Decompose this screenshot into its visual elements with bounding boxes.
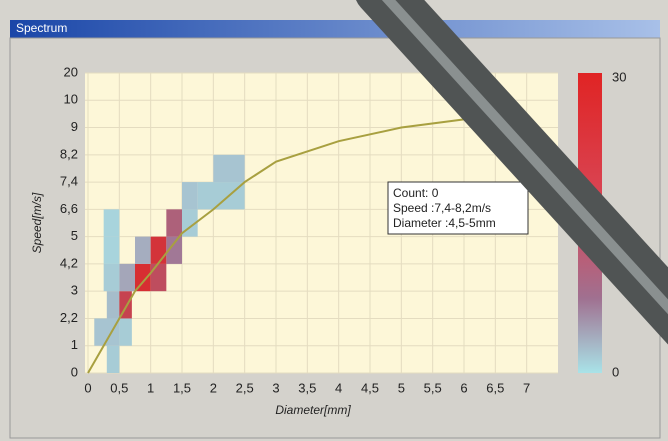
colorbar-max: 30 bbox=[612, 69, 626, 84]
y-tick-label: 4,2 bbox=[60, 255, 78, 270]
x-tick-label: 3,5 bbox=[298, 380, 316, 395]
y-tick-label: 7,4 bbox=[60, 174, 78, 189]
x-tick-label: 5,5 bbox=[424, 380, 442, 395]
pen-overlay bbox=[356, 0, 668, 345]
x-tick-label: 3 bbox=[272, 380, 279, 395]
pen-highlight bbox=[381, 0, 668, 315]
heat-cell bbox=[135, 236, 151, 264]
x-tick-label: 0,5 bbox=[110, 380, 128, 395]
x-tick-label: 1,5 bbox=[173, 380, 191, 395]
y-axis-label: Speed[m/s] bbox=[30, 192, 44, 253]
title-bar bbox=[10, 20, 660, 38]
tooltip-line: Count: 0 bbox=[393, 186, 439, 200]
y-tick-label: 2,2 bbox=[60, 310, 78, 325]
heat-cell bbox=[103, 263, 120, 292]
y-tick-label: 8,2 bbox=[60, 146, 78, 161]
heat-cell bbox=[182, 182, 198, 210]
fit-curve bbox=[87, 115, 496, 374]
heat-cell bbox=[106, 345, 120, 373]
tooltip bbox=[387, 181, 529, 235]
y-tick-label: 9 bbox=[71, 119, 78, 134]
x-tick-label: 6,5 bbox=[486, 380, 504, 395]
heat-cell bbox=[166, 209, 182, 237]
x-axis-label: Diameter[mm] bbox=[275, 403, 351, 417]
x-tick-label: 7 bbox=[523, 380, 530, 395]
x-tick-label: 4 bbox=[335, 380, 342, 395]
colorbar-min: 0 bbox=[612, 364, 619, 379]
heat-cell bbox=[213, 154, 245, 183]
tooltip-line: Diameter :4,5-5mm bbox=[393, 216, 496, 230]
window-title: Spectrum bbox=[16, 21, 67, 35]
y-tick-label: 3 bbox=[71, 283, 78, 298]
heat-cell bbox=[197, 182, 245, 210]
x-tick-label: 2,5 bbox=[236, 380, 254, 395]
x-tick-label: 1 bbox=[147, 380, 154, 395]
y-tick-label: 0 bbox=[71, 364, 78, 379]
y-tick-label: 1 bbox=[71, 337, 78, 352]
heat-cell bbox=[119, 318, 132, 346]
y-tick-label: 5 bbox=[71, 228, 78, 243]
heat-cell bbox=[166, 236, 182, 264]
heat-cell bbox=[150, 236, 167, 264]
heat-cell bbox=[119, 263, 135, 292]
heat-cell bbox=[135, 263, 151, 292]
heat-cell bbox=[150, 263, 167, 292]
y-tick-label: 20 bbox=[64, 64, 78, 79]
x-tick-label: 6 bbox=[460, 380, 467, 395]
x-tick-label: 0 bbox=[84, 380, 91, 395]
y-tick-label: 10 bbox=[64, 92, 78, 107]
heat-cell bbox=[103, 209, 120, 237]
heat-cell bbox=[106, 291, 120, 319]
tooltip-line: Speed :7,4-8,2m/s bbox=[393, 201, 491, 215]
x-tick-label: 4,5 bbox=[361, 380, 379, 395]
y-tick-label: 6,6 bbox=[60, 201, 78, 216]
heat-cell bbox=[103, 236, 120, 264]
x-tick-label: 5 bbox=[398, 380, 405, 395]
x-tick-label: 2 bbox=[210, 380, 217, 395]
